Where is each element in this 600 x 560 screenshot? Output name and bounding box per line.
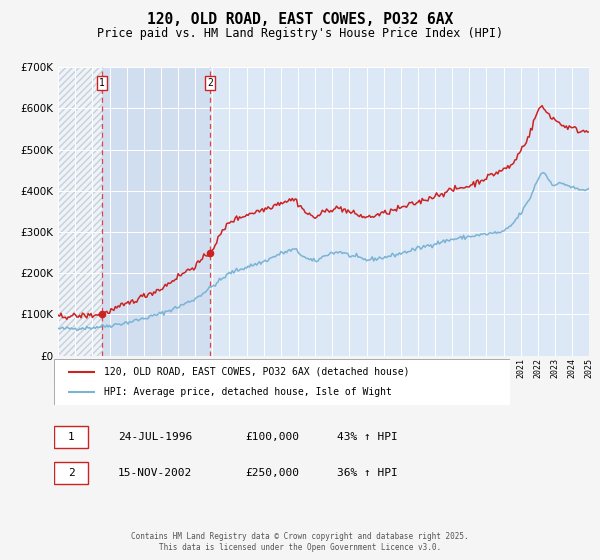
- Text: 36% ↑ HPI: 36% ↑ HPI: [337, 468, 397, 478]
- Text: £250,000: £250,000: [245, 468, 299, 478]
- FancyBboxPatch shape: [54, 426, 88, 448]
- Text: 2: 2: [68, 468, 75, 478]
- Text: £100,000: £100,000: [245, 432, 299, 442]
- Bar: [58, 67, 102, 356]
- Text: 1: 1: [68, 432, 75, 442]
- Bar: [102, 67, 211, 356]
- Text: 43% ↑ HPI: 43% ↑ HPI: [337, 432, 397, 442]
- Text: 120, OLD ROAD, EAST COWES, PO32 6AX: 120, OLD ROAD, EAST COWES, PO32 6AX: [147, 12, 453, 27]
- Bar: [58, 67, 102, 356]
- FancyBboxPatch shape: [54, 462, 88, 484]
- Text: Contains HM Land Registry data © Crown copyright and database right 2025.
This d: Contains HM Land Registry data © Crown c…: [131, 532, 469, 552]
- Text: HPI: Average price, detached house, Isle of Wight: HPI: Average price, detached house, Isle…: [104, 387, 392, 397]
- Text: 2: 2: [208, 78, 213, 88]
- Text: Price paid vs. HM Land Registry's House Price Index (HPI): Price paid vs. HM Land Registry's House …: [97, 27, 503, 40]
- Text: 1: 1: [99, 78, 105, 88]
- Text: 120, OLD ROAD, EAST COWES, PO32 6AX (detached house): 120, OLD ROAD, EAST COWES, PO32 6AX (det…: [104, 367, 410, 377]
- Text: 24-JUL-1996: 24-JUL-1996: [118, 432, 192, 442]
- Text: 15-NOV-2002: 15-NOV-2002: [118, 468, 192, 478]
- FancyBboxPatch shape: [54, 359, 510, 405]
